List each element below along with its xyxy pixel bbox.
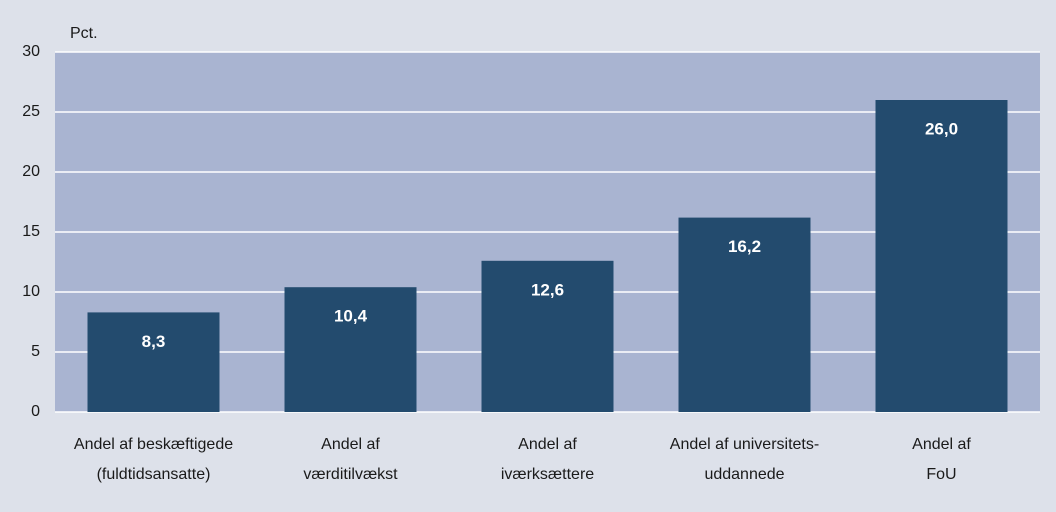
y-tick-label: 25	[22, 103, 40, 120]
y-tick-label: 0	[31, 403, 40, 420]
bar	[875, 100, 1008, 412]
y-tick-label: 10	[22, 283, 40, 300]
bar	[678, 217, 811, 412]
x-tick-label: Andel af universitets-uddannede	[670, 436, 819, 483]
bar	[284, 287, 417, 412]
bar	[481, 260, 614, 412]
x-tick-label: Andel af værditilvækst	[303, 436, 398, 483]
y-axis-label: Pct.	[70, 25, 98, 42]
x-tick-label: Andel af beskæftigede (fuldtidsansatte)	[74, 436, 233, 483]
bar	[87, 312, 220, 412]
y-tick-label: 15	[22, 223, 40, 240]
value-label: 8,3	[142, 332, 166, 351]
value-label: 26,0	[925, 119, 958, 138]
x-tick-label: Andel af FoU	[912, 436, 971, 483]
y-tick-label: 20	[22, 163, 40, 180]
x-tick-label: Andel af iværksættere	[501, 436, 594, 483]
value-label: 12,6	[531, 280, 564, 299]
y-tick-label: 30	[22, 43, 40, 60]
value-label: 16,2	[728, 237, 761, 256]
value-label: 10,4	[334, 307, 368, 326]
y-tick-label: 5	[31, 343, 40, 360]
